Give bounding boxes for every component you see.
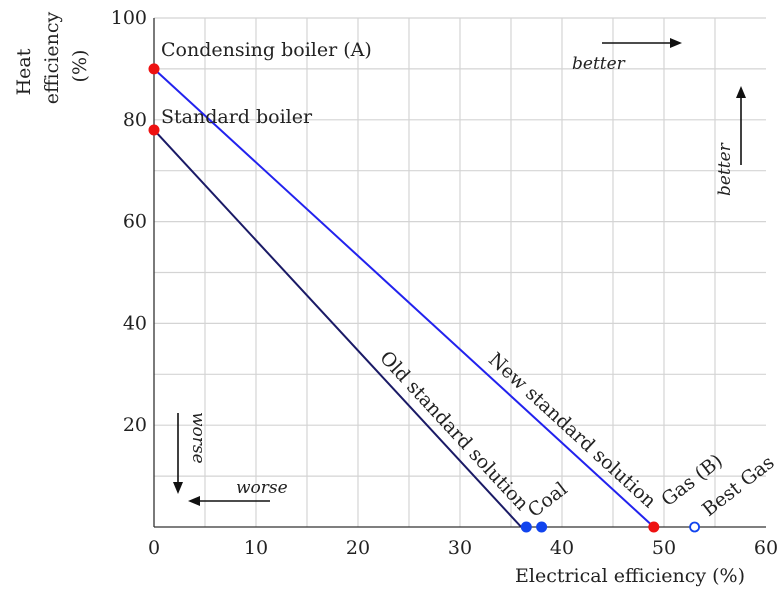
data-point-1 (148, 63, 160, 75)
worse-y-annotation: worse (173, 412, 208, 494)
better-y-annotation: better (715, 86, 746, 196)
x-tick-label: 60 (754, 537, 778, 559)
y-tick-label: 40 (123, 312, 147, 334)
better-y-text: better (715, 142, 735, 196)
y-axis-label-line-2: efficiency (41, 12, 63, 105)
x-tick-label: 40 (550, 537, 574, 559)
tick-labels: 0 10 20 30 40 50 60 20 40 60 80 100 (111, 7, 778, 559)
grid (154, 17, 766, 527)
data-point-2 (148, 124, 160, 136)
x-axis-label: Electrical efficiency (%) (515, 565, 745, 587)
worse-x-text: worse (236, 478, 288, 498)
series-line-2 (153, 129, 522, 528)
point-label-1: Condensing boiler (A) (161, 39, 372, 61)
y-axis-label-line-1: Heat (13, 48, 35, 95)
data-point-6 (689, 521, 700, 533)
data-point-5 (536, 521, 548, 533)
x-tick-label: 10 (244, 537, 268, 559)
point-label-2: Standard boiler (161, 106, 313, 128)
x-tick-label: 50 (652, 537, 676, 559)
worse-y-text: worse (188, 412, 208, 464)
y-axis-label-line-3: (%) (69, 50, 91, 83)
series-line-1 (153, 68, 655, 528)
series-lines (153, 68, 655, 528)
data-point-4 (520, 521, 532, 533)
x-tick-label: 0 (148, 537, 160, 559)
data-points (148, 63, 700, 533)
x-tick-label: 20 (346, 537, 370, 559)
y-tick-label: 60 (123, 211, 147, 233)
worse-x-annotation: worse (188, 478, 288, 506)
better-x-text: better (572, 54, 626, 74)
y-tick-label: 100 (111, 7, 147, 29)
axes (153, 18, 766, 528)
point-label-4: Coal (524, 478, 572, 522)
data-point-3 (648, 521, 660, 533)
x-tick-label: 30 (448, 537, 472, 559)
better-x-annotation: better (572, 38, 682, 74)
y-axis-label: Heat efficiency (%) (13, 12, 91, 105)
y-tick-label: 80 (123, 109, 147, 131)
y-tick-label: 20 (123, 414, 147, 436)
